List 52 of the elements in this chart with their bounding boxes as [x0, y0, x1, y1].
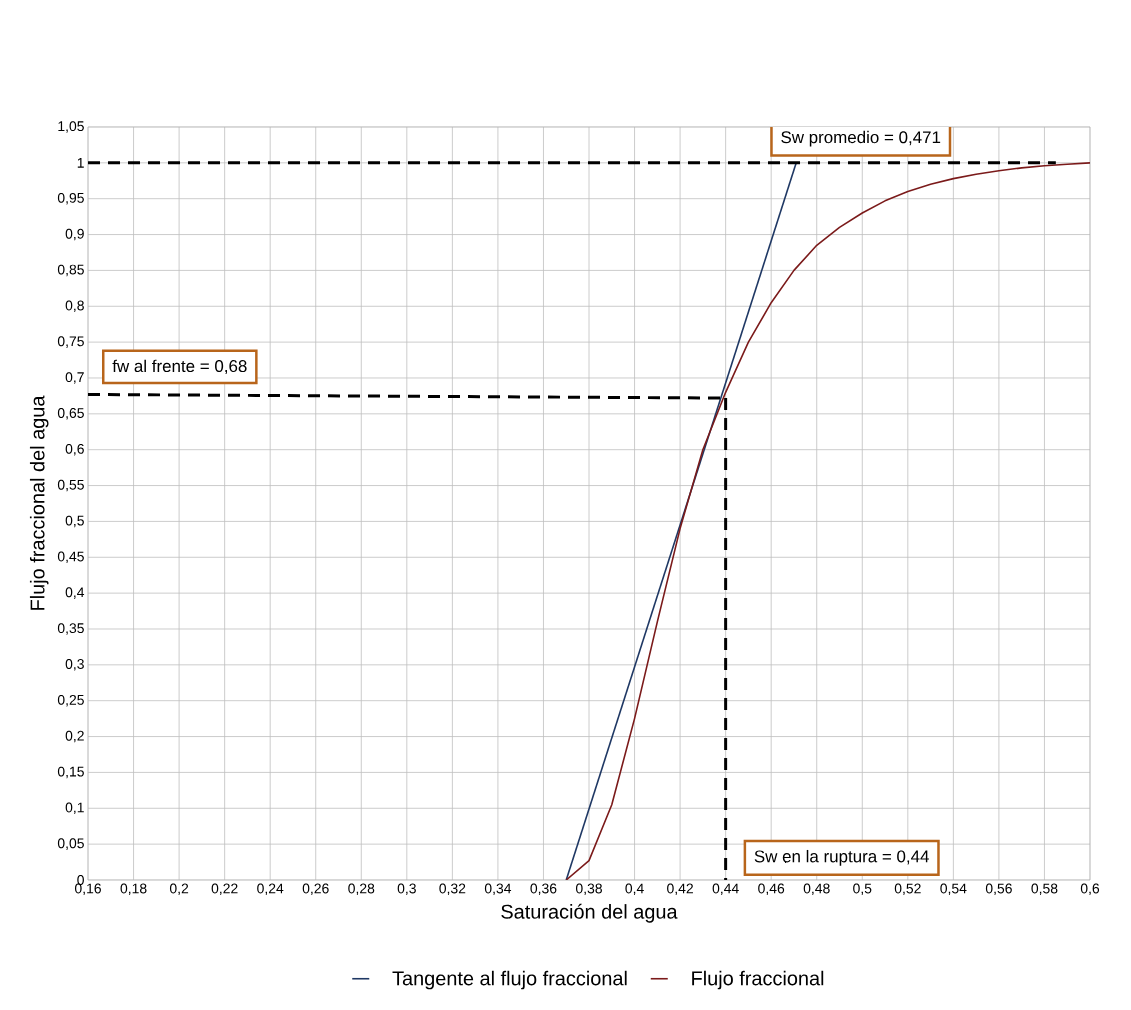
y-tick-label: 0,8 [65, 300, 84, 313]
x-tick-label: 0,26 [302, 883, 329, 896]
x-tick-label: 0,58 [1031, 883, 1058, 896]
legend-label: Flujo fraccional [692, 970, 824, 990]
y-tick-label: 0,75 [57, 336, 84, 348]
y-axis-title: Flujo fraccional del agua [29, 395, 49, 610]
x-tick-label: 0,22 [211, 883, 238, 896]
y-tick-label: 0,6 [65, 443, 84, 456]
y-tick-label: 0,05 [57, 838, 84, 850]
y-tick-label: 0,45 [57, 551, 84, 564]
y-tick-label: 0,85 [57, 264, 84, 277]
y-tick-label: 0,65 [57, 408, 84, 420]
x-tick-label: 0,16 [74, 883, 101, 896]
y-tick-label: 0,1 [65, 802, 84, 815]
x-tick-label: 0,36 [530, 883, 557, 896]
x-tick-label: 0,4 [625, 883, 644, 896]
y-tick-label: 0,5 [65, 515, 84, 528]
x-tick-label: 0,56 [985, 883, 1012, 896]
x-tick-label: 0,24 [257, 883, 284, 896]
x-tick-label: 0,42 [667, 883, 693, 896]
x-tick-label: 0,34 [484, 883, 512, 896]
y-tick-label: 0 [77, 875, 84, 885]
x-tick-label: 0,6 [1080, 883, 1100, 896]
x-tick-label: 0,18 [120, 883, 147, 896]
y-tick-label: 0,55 [57, 479, 84, 492]
x-tick-label: 0,38 [575, 883, 602, 896]
y-tick-label: 1,05 [58, 121, 84, 133]
x-axis-title: Saturación del agua [501, 903, 678, 923]
x-tick-label: 0,2 [169, 883, 189, 896]
y-tick-label: 0,2 [65, 730, 84, 743]
annotation: Sw promedio = 0,471 [781, 130, 941, 147]
x-tick-label: 0,48 [803, 883, 830, 896]
x-tick-label: 0,52 [894, 883, 921, 896]
y-tick-label: 0,15 [57, 766, 84, 779]
x-tick-label: 0,3 [397, 883, 416, 896]
x-tick-label: 0,32 [439, 883, 466, 896]
x-tick-label: 0,5 [853, 883, 872, 896]
annotation: Sw en la ruptura = 0,44 [754, 849, 929, 866]
y-tick-label: 0,7 [65, 372, 84, 384]
annotation: fw al frente = 0,68 [112, 359, 247, 375]
x-tick-label: 0,46 [758, 883, 785, 896]
y-tick-label: 1 [77, 158, 84, 168]
y-tick-label: 0,35 [57, 623, 84, 635]
y-tick-label: 0,4 [65, 587, 85, 599]
x-tick-label: 0,28 [348, 883, 375, 896]
y-tick-label: 0,3 [65, 659, 84, 671]
legend-label: Tangente al flujo fraccional [392, 970, 627, 990]
y-tick-label: 0,9 [65, 228, 84, 241]
y-tick-label: 0,95 [57, 192, 84, 205]
x-tick-label: 0,44 [712, 883, 739, 896]
y-tick-label: 0,25 [57, 694, 84, 707]
x-tick-label: 0,54 [940, 883, 967, 896]
